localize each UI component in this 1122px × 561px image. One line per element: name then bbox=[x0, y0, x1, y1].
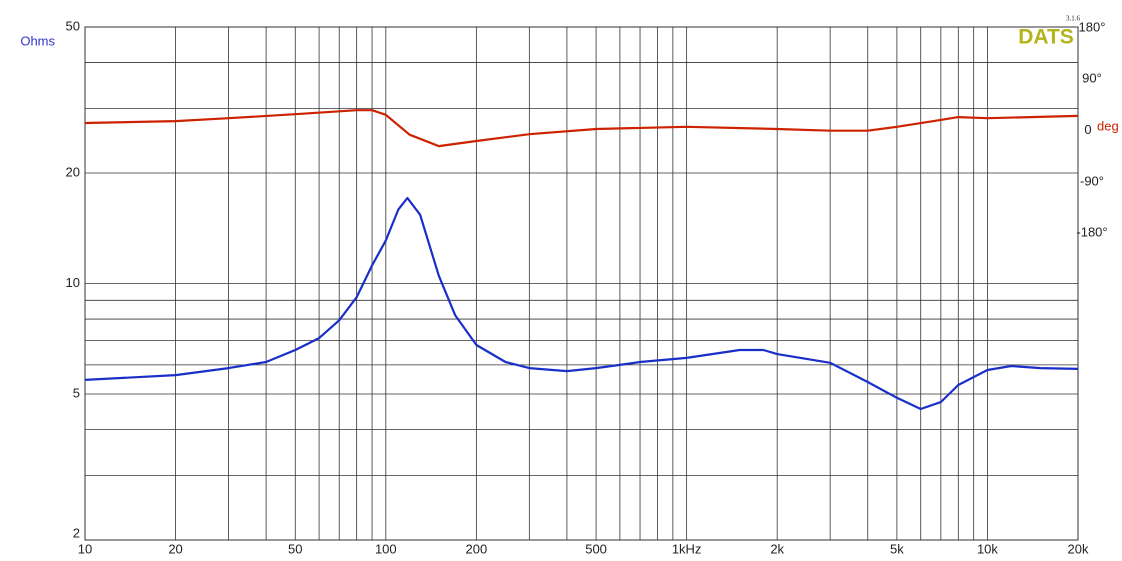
x-tick-label: 500 bbox=[585, 541, 607, 556]
x-tick-label: 1kHz bbox=[672, 541, 702, 556]
x-tick-label: 5k bbox=[890, 541, 904, 556]
y2-tick-label: 180° bbox=[1079, 19, 1106, 34]
x-tick-label: 20k bbox=[1068, 541, 1089, 556]
y2-tick-label: -180° bbox=[1076, 225, 1107, 240]
x-tick-label: 200 bbox=[466, 541, 488, 556]
x-tick-label: 100 bbox=[375, 541, 397, 556]
series-line bbox=[84, 196, 1079, 411]
y2-axis-label: deg bbox=[1097, 118, 1119, 133]
watermark: DATS bbox=[1018, 26, 1074, 49]
x-tick-label: 10 bbox=[78, 541, 92, 556]
x-tick-label: 10k bbox=[977, 541, 998, 556]
y-tick-label: 20 bbox=[66, 164, 80, 179]
x-tick-label: 50 bbox=[288, 541, 302, 556]
y2-tick-label: -90° bbox=[1080, 173, 1104, 188]
y2-tick-label: 0 bbox=[1084, 122, 1091, 137]
y-tick-label: 50 bbox=[66, 18, 80, 33]
y-tick-label: 10 bbox=[66, 275, 80, 290]
x-tick-label: 2k bbox=[770, 541, 784, 556]
version: 3.1.6 bbox=[1066, 15, 1081, 23]
series-line bbox=[84, 109, 1079, 148]
y2-tick-label: 90° bbox=[1082, 71, 1102, 86]
y-axis-label: Ohms bbox=[20, 33, 55, 48]
y-tick-label: 2 bbox=[73, 525, 80, 540]
y-tick-label: 5 bbox=[73, 385, 80, 400]
x-tick-label: 20 bbox=[168, 541, 182, 556]
